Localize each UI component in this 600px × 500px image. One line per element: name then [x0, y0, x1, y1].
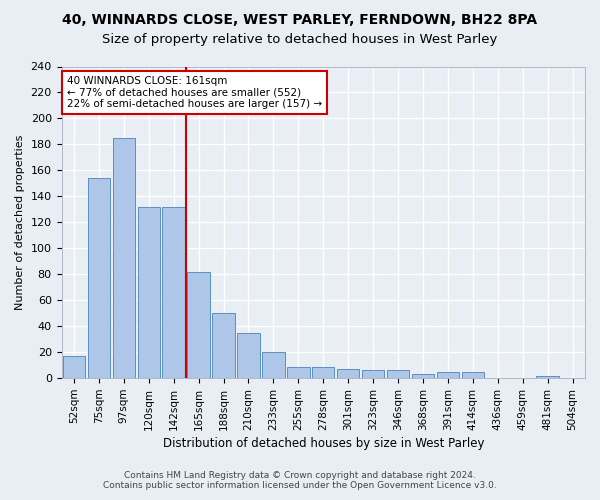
Bar: [262, 352, 284, 378]
Bar: [137, 207, 160, 378]
Bar: [163, 207, 185, 378]
Bar: [187, 272, 210, 378]
Text: 40, WINNARDS CLOSE, WEST PARLEY, FERNDOWN, BH22 8PA: 40, WINNARDS CLOSE, WEST PARLEY, FERNDOW…: [62, 12, 538, 26]
Bar: [461, 372, 484, 378]
X-axis label: Distribution of detached houses by size in West Parley: Distribution of detached houses by size …: [163, 437, 484, 450]
Bar: [312, 366, 334, 378]
Y-axis label: Number of detached properties: Number of detached properties: [15, 134, 25, 310]
Bar: [362, 370, 385, 378]
Text: Contains HM Land Registry data © Crown copyright and database right 2024.
Contai: Contains HM Land Registry data © Crown c…: [103, 470, 497, 490]
Text: Size of property relative to detached houses in West Parley: Size of property relative to detached ho…: [103, 32, 497, 46]
Text: 40 WINNARDS CLOSE: 161sqm
← 77% of detached houses are smaller (552)
22% of semi: 40 WINNARDS CLOSE: 161sqm ← 77% of detac…: [67, 76, 322, 109]
Bar: [212, 314, 235, 378]
Bar: [337, 369, 359, 378]
Bar: [113, 138, 135, 378]
Bar: [63, 356, 85, 378]
Bar: [437, 372, 459, 378]
Bar: [88, 178, 110, 378]
Bar: [237, 333, 260, 378]
Bar: [412, 374, 434, 378]
Bar: [387, 370, 409, 378]
Bar: [536, 376, 559, 378]
Bar: [287, 366, 310, 378]
